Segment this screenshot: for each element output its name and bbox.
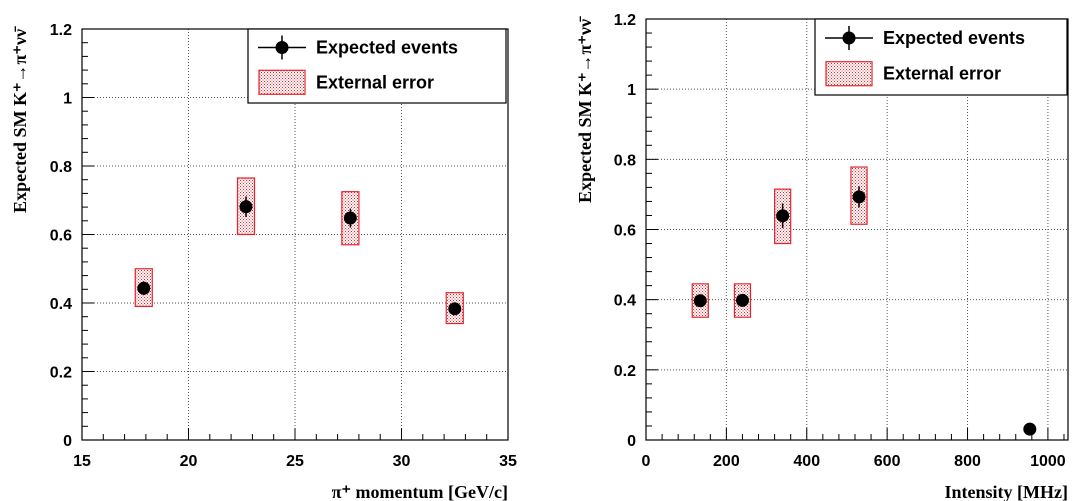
y-tick-label: 0.8 (50, 159, 72, 176)
x-tick-label: 0 (642, 453, 651, 470)
y-tick-label: 1 (63, 91, 72, 108)
momentum-chart: 15 20 25 30 35 0 0.2 0.4 0.6 0.8 1 1.2 π⁺ momentum [… (10, 22, 517, 501)
x-tick-label: 15 (73, 453, 91, 470)
x-tick-label: 1000 (1030, 453, 1066, 470)
legend-label-external: External error (883, 64, 1001, 84)
y-tick-label: 0.2 (50, 365, 72, 382)
x-tick-label: 30 (393, 453, 411, 470)
y-tick-label: 0.2 (614, 363, 636, 380)
legend-label-expected: Expected events (883, 28, 1025, 48)
legend-marker-point (842, 31, 856, 45)
x-axis-title: π⁺ momentum [GeV/c] (332, 482, 508, 501)
x-axis-title: Intensity [MHz] (945, 482, 1068, 501)
y-tick-label: 0.6 (614, 223, 636, 240)
y-tick-label: 0 (63, 433, 72, 450)
data-point (239, 200, 253, 214)
x-tick-label: 25 (286, 453, 304, 470)
x-tick-label: 200 (713, 453, 740, 470)
y-axis-title: Expected SM K⁺→π⁺νν̄ (575, 16, 595, 203)
data-point (852, 190, 866, 204)
data-point (776, 209, 790, 223)
y-tick-label: 0.4 (614, 293, 636, 310)
y-tick-label: 0.8 (614, 152, 636, 169)
x-tick-label: 20 (180, 453, 198, 470)
x-tick-label: 600 (874, 453, 901, 470)
y-tick-label: 0 (627, 433, 636, 450)
intensity-chart: 0 200 400 600 800 1000 0 0.2 0.4 0.6 0.8 1 1.2 Intens… (575, 12, 1069, 501)
x-tick-label: 35 (499, 453, 517, 470)
data-point (735, 293, 749, 307)
legend-marker-box (825, 61, 873, 87)
y-tick-label: 1.2 (50, 22, 72, 39)
y-tick-label: 0.4 (50, 296, 72, 313)
data-point (1023, 422, 1037, 436)
legend-marker-box (258, 69, 306, 95)
y-tick-label: 0.6 (50, 228, 72, 245)
y-axis-title: Expected SM K⁺→π⁺νν̄ (10, 26, 30, 213)
data-point (448, 302, 462, 316)
legend-label-expected: Expected events (316, 38, 458, 58)
x-tick-label: 400 (793, 453, 820, 470)
legend-label-external: External error (316, 72, 434, 92)
data-point (343, 211, 357, 225)
data-point (137, 281, 151, 295)
y-tick-label: 1.2 (614, 12, 636, 29)
y-tick-label: 1 (627, 82, 636, 99)
x-tick-label: 800 (954, 453, 981, 470)
legend-marker-point (275, 41, 289, 54)
data-point (693, 294, 707, 308)
